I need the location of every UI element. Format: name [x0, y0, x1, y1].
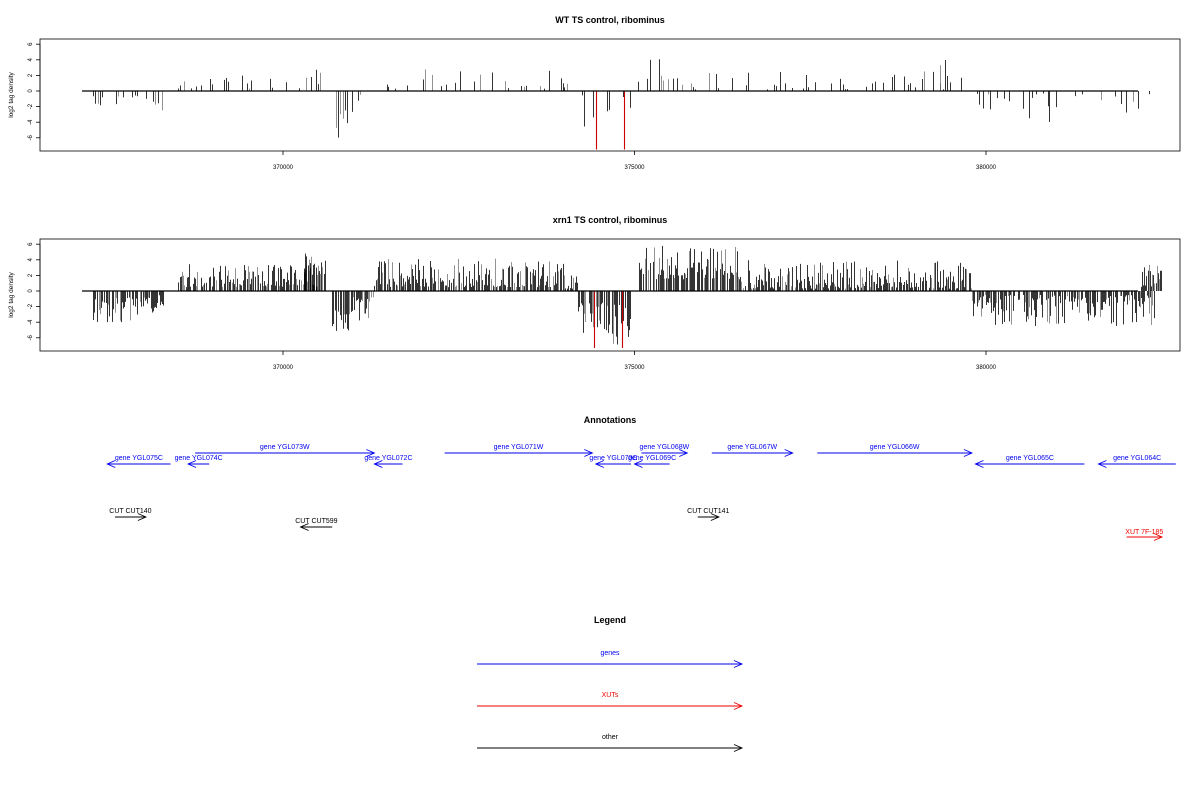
- gene-label: gene YGL073W: [260, 444, 310, 451]
- gene-arrow: [1097, 460, 1176, 468]
- gene-arrow: [641, 449, 689, 457]
- y-axis-xrn1: 6 4 2 0 -2 -4 -6: [28, 242, 41, 340]
- gene-label: gene YGL066W: [870, 444, 920, 451]
- annotations-track: Annotations gene YGL075C gene YGL074Cgene…: [106, 415, 1176, 541]
- panel-title-wt: WT TS control, ribominus: [555, 15, 665, 25]
- legend-arrow: [477, 660, 744, 668]
- gene-arrow: [195, 449, 376, 457]
- y-tick-label: 6: [28, 42, 34, 46]
- gene-label: gene YGL067W: [727, 444, 777, 451]
- bars-wt: [82, 59, 1150, 150]
- gene-label: gene YGL069C: [628, 455, 676, 462]
- y-tick-label: 4: [28, 257, 34, 261]
- gene-arrows: gene YGL075C gene YGL074C gene YGL073W gene…: [106, 444, 1176, 468]
- x-axis-wt: 370000 375000 380000: [273, 151, 997, 171]
- x-tick-label: 380000: [976, 365, 997, 371]
- legend-label: XUTs: [602, 692, 619, 699]
- gene-label: gene YGL070C: [589, 455, 637, 462]
- y-tick-label: -4: [28, 119, 34, 125]
- cut-arrow: [299, 523, 333, 531]
- cut-arrows: CUT CUT140 CUT CUT599 CUT CUT141: [109, 508, 730, 531]
- y-tick-label: -6: [28, 134, 34, 140]
- y-tick-label: -6: [28, 334, 34, 340]
- xut-label: XUT 7F-185: [1125, 529, 1163, 536]
- legend-arrow: [477, 744, 744, 752]
- gene-label: gene YGL072C: [364, 455, 412, 462]
- annotations-title: Annotations: [584, 415, 637, 425]
- y-tick-label: 0: [28, 89, 34, 93]
- gene-arrow: [186, 460, 210, 468]
- legend-items: genes XUTs other: [477, 650, 744, 752]
- xut-arrows: XUT 7F-185: [1125, 529, 1163, 541]
- plot-frame-wt: [39, 38, 1181, 152]
- y-tick-label: -4: [28, 319, 34, 325]
- x-tick-label: 370000: [273, 165, 294, 171]
- y-tick-label: -2: [28, 103, 34, 109]
- gene-label: gene YGL075C: [115, 455, 163, 462]
- xut-arrow: [1126, 533, 1164, 541]
- gene-arrow: [444, 449, 594, 457]
- x-tick-label: 380000: [976, 165, 997, 171]
- bars-xrn1: [82, 245, 1162, 348]
- panel-xrn1: xrn1 TS control, ribominus log2 tag dens…: [8, 215, 1181, 371]
- gene-arrow: [594, 460, 631, 468]
- gene-arrow: [106, 460, 171, 468]
- y-axis-wt: 6 4 2 0 -2 -4 -6: [28, 42, 41, 140]
- x-tick-label: 375000: [624, 165, 645, 171]
- legend-arrow: [477, 702, 744, 710]
- gene-label: gene YGL074C: [175, 455, 223, 462]
- x-axis-xrn1: 370000 375000 380000: [273, 351, 997, 371]
- cut-label: CUT CUT599: [295, 518, 337, 525]
- gene-arrow: [373, 460, 403, 468]
- gene-arrow: [633, 460, 670, 468]
- gene-label: gene YGL065C: [1006, 455, 1054, 462]
- panel-wt: WT TS control, ribominus log2 tag densit…: [8, 15, 1181, 171]
- legend-title: Legend: [594, 615, 626, 625]
- panel-title-xrn1: xrn1 TS control, ribominus: [553, 215, 668, 225]
- x-tick-label: 370000: [273, 365, 294, 371]
- gene-label: gene YGL071W: [494, 444, 544, 451]
- gene-label: gene YGL064C: [1113, 455, 1161, 462]
- y-tick-label: 6: [28, 242, 34, 246]
- y-tick-label: 4: [28, 57, 34, 61]
- gene-arrow: [974, 460, 1085, 468]
- gene-label: gene YGL068W: [640, 444, 690, 451]
- y-axis-label-wt: log2 tag density: [8, 71, 15, 117]
- y-tick-label: 2: [28, 273, 34, 277]
- y-axis-label-xrn1: log2 tag density: [8, 271, 15, 317]
- gene-arrow: [711, 449, 794, 457]
- y-tick-label: 2: [28, 73, 34, 77]
- legend-label: genes: [600, 650, 620, 657]
- cut-arrow: [697, 513, 720, 521]
- gene-arrow: [817, 449, 974, 457]
- y-tick-label: -2: [28, 303, 34, 309]
- x-tick-label: 375000: [624, 365, 645, 371]
- legend-label: other: [602, 734, 619, 741]
- legend: Legend genes XUTs other: [477, 615, 744, 752]
- cut-label: CUT CUT140: [109, 508, 151, 515]
- y-tick-label: 0: [28, 289, 34, 293]
- cut-label: CUT CUT141: [687, 508, 729, 515]
- plot-frame-xrn1: [39, 238, 1181, 352]
- cut-arrow: [114, 513, 148, 521]
